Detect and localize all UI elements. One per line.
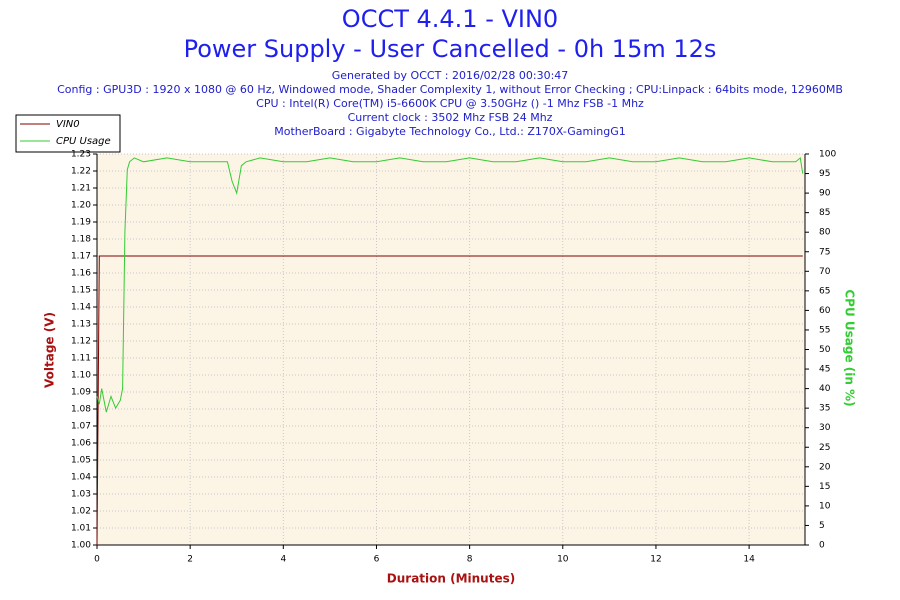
y2-tick-label: 15 <box>819 482 830 492</box>
y2-axis-label: CPU Usage (in %) <box>843 289 857 406</box>
y2-tick-label: 85 <box>819 208 830 218</box>
y-tick-label: 1.19 <box>71 218 91 228</box>
y-tick-label: 1.16 <box>71 269 91 279</box>
x-tick-label: 6 <box>374 555 380 565</box>
info-line: MotherBoard : Gigabyte Technology Co., L… <box>274 125 626 138</box>
y-tick-label: 1.11 <box>71 354 91 364</box>
y-tick-label: 1.20 <box>71 201 91 211</box>
y2-tick-label: 0 <box>819 541 825 551</box>
info-line: CPU : Intel(R) Core(TM) i5-6600K CPU @ 3… <box>256 97 644 110</box>
y-tick-label: 1.05 <box>71 456 91 466</box>
y-tick-label: 1.17 <box>71 252 91 262</box>
x-tick-label: 0 <box>94 555 100 565</box>
y-tick-label: 1.04 <box>71 473 91 483</box>
y-tick-label: 1.08 <box>71 405 91 415</box>
legend-box <box>15 114 121 153</box>
x-tick-label: 2 <box>187 555 193 565</box>
series-line <box>96 156 804 413</box>
y2-tick-label: 95 <box>819 169 830 179</box>
y-tick-label: 1.02 <box>71 507 91 517</box>
y2-tick-label: 90 <box>819 189 831 199</box>
legend-label: CPU Usage <box>56 136 111 147</box>
y-tick-label: 1.14 <box>71 303 91 313</box>
y-tick-label: 1.15 <box>71 286 91 296</box>
y2-tick-label: 70 <box>819 267 831 277</box>
y-tick-label: 1.07 <box>71 422 91 432</box>
x-tick-label: 12 <box>650 555 661 565</box>
y2-tick-label: 75 <box>819 247 830 257</box>
y2-tick-label: 65 <box>819 286 830 296</box>
y2-tick-label: 20 <box>819 462 831 472</box>
y2-tick-label: 5 <box>819 521 825 531</box>
y2-tick-label: 100 <box>819 150 836 160</box>
x-tick-label: 8 <box>467 555 473 565</box>
y2-tick-label: 50 <box>819 345 831 355</box>
y2-tick-label: 30 <box>819 423 831 433</box>
x-axis-label: Duration (Minutes) <box>387 572 515 586</box>
y-tick-label: 1.06 <box>71 439 91 449</box>
y2-tick-label: 80 <box>819 228 831 238</box>
info-line: Generated by OCCT : 2016/02/28 00:30:47 <box>332 69 569 82</box>
y2-tick-label: 25 <box>819 443 830 453</box>
y-tick-label: 1.22 <box>71 167 91 177</box>
x-tick-label: 14 <box>743 555 755 565</box>
y-tick-label: 1.18 <box>71 235 91 245</box>
legend-label: VIN0 <box>56 119 80 130</box>
y-tick-label: 1.21 <box>71 184 91 194</box>
y2-tick-label: 10 <box>819 501 831 511</box>
y-tick-label: 1.01 <box>71 524 91 534</box>
y-tick-label: 1.23 <box>71 150 91 160</box>
y-tick-label: 1.13 <box>71 320 91 330</box>
y2-tick-label: 35 <box>819 404 830 414</box>
x-tick-label: 10 <box>557 555 569 565</box>
y-tick-label: 1.00 <box>71 541 91 551</box>
y2-tick-label: 45 <box>819 365 830 375</box>
y2-tick-label: 40 <box>819 384 831 394</box>
info-line: Config : GPU3D : 1920 x 1080 @ 60 Hz, Wi… <box>57 83 843 96</box>
y-axis-label: Voltage (V) <box>43 312 57 388</box>
y-tick-label: 1.03 <box>71 490 91 500</box>
x-tick-label: 4 <box>280 555 286 565</box>
chart-subtitle: Power Supply - User Cancelled - 0h 15m 1… <box>184 35 717 63</box>
y-tick-label: 1.12 <box>71 337 91 347</box>
y-tick-label: 1.09 <box>71 388 91 398</box>
chart-title: OCCT 4.4.1 - VIN0 <box>342 5 558 33</box>
plot-background <box>97 154 805 545</box>
y2-tick-label: 55 <box>819 325 830 335</box>
y-tick-label: 1.10 <box>71 371 91 381</box>
y2-tick-label: 60 <box>819 306 831 316</box>
info-line: Current clock : 3502 Mhz FSB 24 Mhz <box>348 111 553 124</box>
